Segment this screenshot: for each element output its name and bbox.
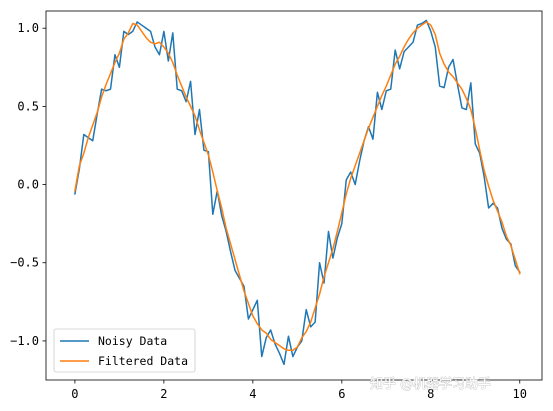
x-tick-label: 2	[160, 387, 167, 401]
x-tick-label: 4	[249, 387, 256, 401]
legend-label-noisy-data: Noisy Data	[98, 334, 167, 348]
y-tick-label: 0.0	[17, 178, 39, 192]
watermark-text: 知乎 @机器学习助手	[370, 376, 491, 392]
x-tick-label: 6	[338, 387, 345, 401]
x-tick-label: 0	[71, 387, 78, 401]
y-axis: −1.0 −0.5 0.0 0.5 1.0	[10, 21, 46, 348]
legend-box	[53, 328, 196, 373]
plot-area-frame	[45, 10, 543, 381]
legend-label-filtered-data: Filtered Data	[98, 354, 188, 368]
y-tick-label: −0.5	[10, 256, 39, 270]
x-axis: 0 2 4 6 8 10	[71, 380, 527, 401]
series-layer	[74, 19, 521, 366]
y-tick-label: −1.0	[10, 334, 39, 348]
x-tick-label: 10	[513, 387, 527, 401]
y-tick-label: 0.5	[17, 99, 39, 113]
legend: Noisy Data Filtered Data	[53, 328, 196, 373]
y-tick-label: 1.0	[17, 21, 39, 35]
series-line-filtered-data	[74, 21, 521, 352]
x-tick-label: 8	[427, 387, 434, 401]
